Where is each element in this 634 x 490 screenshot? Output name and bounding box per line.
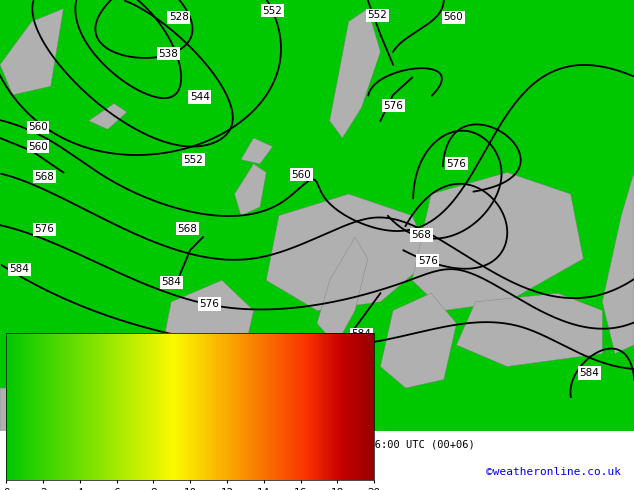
Polygon shape bbox=[89, 103, 127, 129]
Text: 538: 538 bbox=[158, 49, 178, 59]
Text: 584: 584 bbox=[579, 368, 600, 378]
Text: 584: 584 bbox=[9, 265, 29, 274]
Text: 552: 552 bbox=[367, 10, 387, 20]
Text: 528: 528 bbox=[169, 12, 189, 22]
Text: 544: 544 bbox=[190, 92, 210, 102]
Polygon shape bbox=[266, 194, 431, 311]
Text: 576: 576 bbox=[418, 256, 438, 266]
Polygon shape bbox=[317, 237, 368, 345]
Text: 588: 588 bbox=[186, 390, 207, 399]
Text: 560: 560 bbox=[291, 170, 311, 180]
Text: 560: 560 bbox=[28, 142, 48, 151]
Polygon shape bbox=[0, 9, 63, 95]
Text: 568: 568 bbox=[411, 230, 432, 240]
Polygon shape bbox=[456, 293, 602, 367]
Text: Height 500 hPa Spread mean+σ [gpdm] ECMWF   Tu 28-05-2024 06:00 UTC (00+06): Height 500 hPa Spread mean+σ [gpdm] ECMW… bbox=[6, 440, 475, 450]
Text: 560: 560 bbox=[28, 122, 48, 132]
Text: 576: 576 bbox=[383, 100, 403, 111]
Text: 584: 584 bbox=[161, 277, 181, 288]
Text: 588: 588 bbox=[269, 390, 289, 399]
Text: 584: 584 bbox=[351, 329, 372, 339]
Text: 552: 552 bbox=[262, 6, 283, 16]
Polygon shape bbox=[158, 280, 254, 388]
Polygon shape bbox=[602, 172, 634, 354]
Text: 576: 576 bbox=[199, 299, 219, 309]
Polygon shape bbox=[380, 293, 456, 388]
Text: 552: 552 bbox=[183, 154, 204, 165]
Text: 560: 560 bbox=[443, 12, 463, 22]
Text: 568: 568 bbox=[34, 172, 55, 182]
Text: 588: 588 bbox=[88, 394, 108, 404]
Polygon shape bbox=[412, 172, 583, 311]
Polygon shape bbox=[0, 388, 349, 431]
Text: ©weatheronline.co.uk: ©weatheronline.co.uk bbox=[486, 467, 621, 477]
Polygon shape bbox=[235, 164, 266, 216]
FancyBboxPatch shape bbox=[0, 0, 634, 431]
Text: 568: 568 bbox=[177, 223, 197, 234]
Polygon shape bbox=[241, 138, 273, 164]
Text: 576: 576 bbox=[34, 224, 55, 234]
Text: 576: 576 bbox=[446, 159, 467, 169]
Polygon shape bbox=[330, 9, 380, 138]
